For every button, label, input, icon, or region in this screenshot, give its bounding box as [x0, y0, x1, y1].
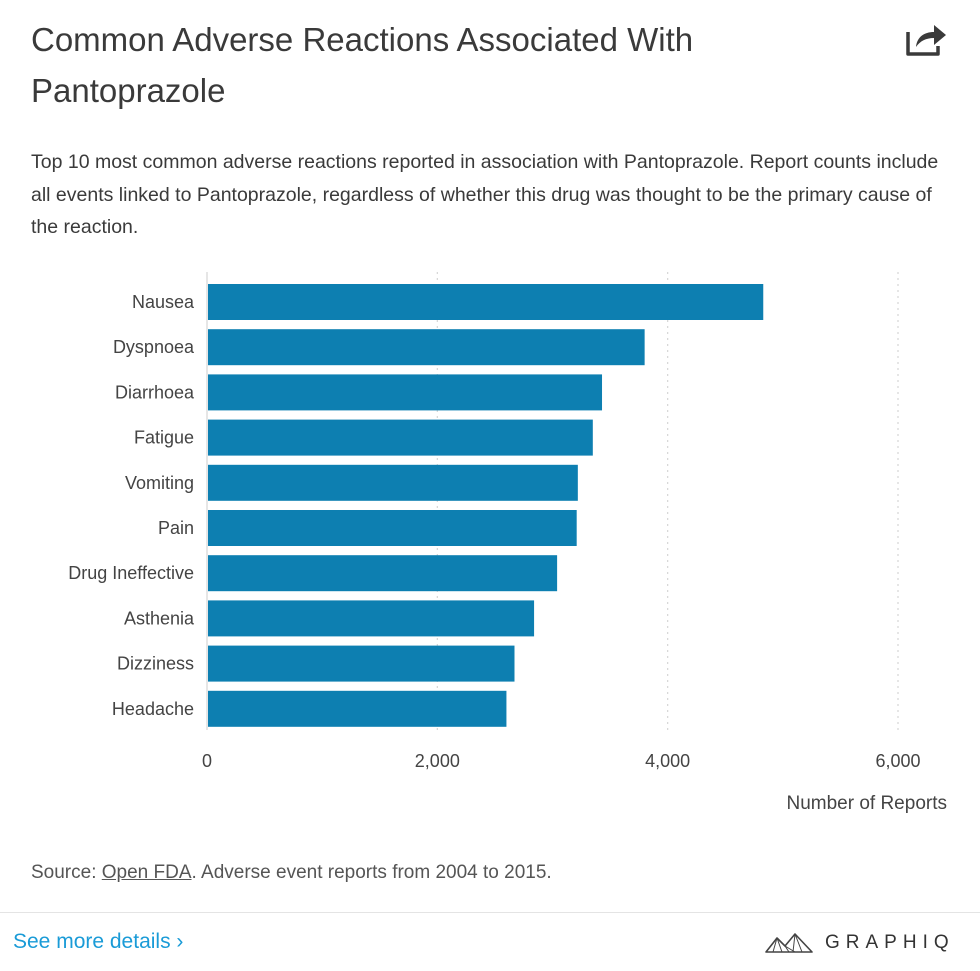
bar-chart: Nausea Dyspnoea Diarrhoea Fatigue Vomiting Pa…: [68, 272, 947, 814]
bar-asthenia[interactable]: [208, 600, 535, 637]
category-label: Headache: [112, 699, 194, 719]
category-label: Pain: [158, 518, 194, 538]
brand-name: GRAPHIQ: [825, 932, 955, 953]
graphiq-mountain-icon: [765, 933, 813, 953]
bar-vomiting[interactable]: [208, 464, 578, 501]
chart-subtitle: Top 10 most common adverse reactions rep…: [31, 151, 939, 238]
x-axis-label: Number of Reports: [786, 793, 947, 814]
source-note: Source: Open FDA. Adverse event reports …: [31, 862, 552, 884]
source-link[interactable]: Open FDA: [101, 862, 192, 883]
grid-lines: [436, 272, 899, 730]
x-tick-label: 6,000: [875, 751, 920, 771]
x-tick-labels: 0 2,000 4,000 6,000: [202, 751, 921, 771]
x-tick-label: 4,000: [645, 751, 690, 771]
bar-drug-ineffective[interactable]: [208, 555, 558, 592]
bar-dizziness[interactable]: [208, 645, 515, 682]
category-label: Drug Ineffective: [68, 563, 194, 583]
footer-divider: [0, 912, 980, 913]
bar-headache[interactable]: [208, 690, 507, 727]
category-label: Fatigue: [134, 428, 194, 448]
bar-diarrhoea[interactable]: [208, 374, 603, 411]
source-prefix: Source:: [31, 862, 102, 883]
category-labels: Nausea Dyspnoea Diarrhoea Fatigue Vomiting Pa…: [68, 292, 195, 719]
category-label: Dyspnoea: [113, 337, 195, 357]
bar-pain[interactable]: [208, 510, 577, 546]
graphiq-logo[interactable]: GRAPHIQ: [765, 928, 955, 958]
category-label: Diarrhoea: [115, 382, 195, 402]
source-suffix: . Adverse event reports from 2004 to 201…: [191, 862, 552, 883]
bar-nausea[interactable]: [208, 284, 764, 320]
bars: [208, 284, 764, 727]
category-label: Dizziness: [117, 654, 194, 674]
bar-fatigue[interactable]: [208, 419, 593, 456]
x-tick-label: 2,000: [415, 751, 460, 771]
bar-dyspnoea[interactable]: [208, 329, 645, 366]
category-label: Asthenia: [124, 608, 195, 628]
see-more-details-link[interactable]: See more details ›: [13, 930, 184, 953]
share-icon[interactable]: [904, 20, 948, 58]
chart-title: Common Adverse Reactions Associated With…: [31, 21, 694, 109]
x-tick-label: 0: [202, 751, 212, 771]
category-label: Nausea: [132, 292, 195, 312]
category-label: Vomiting: [125, 473, 194, 493]
